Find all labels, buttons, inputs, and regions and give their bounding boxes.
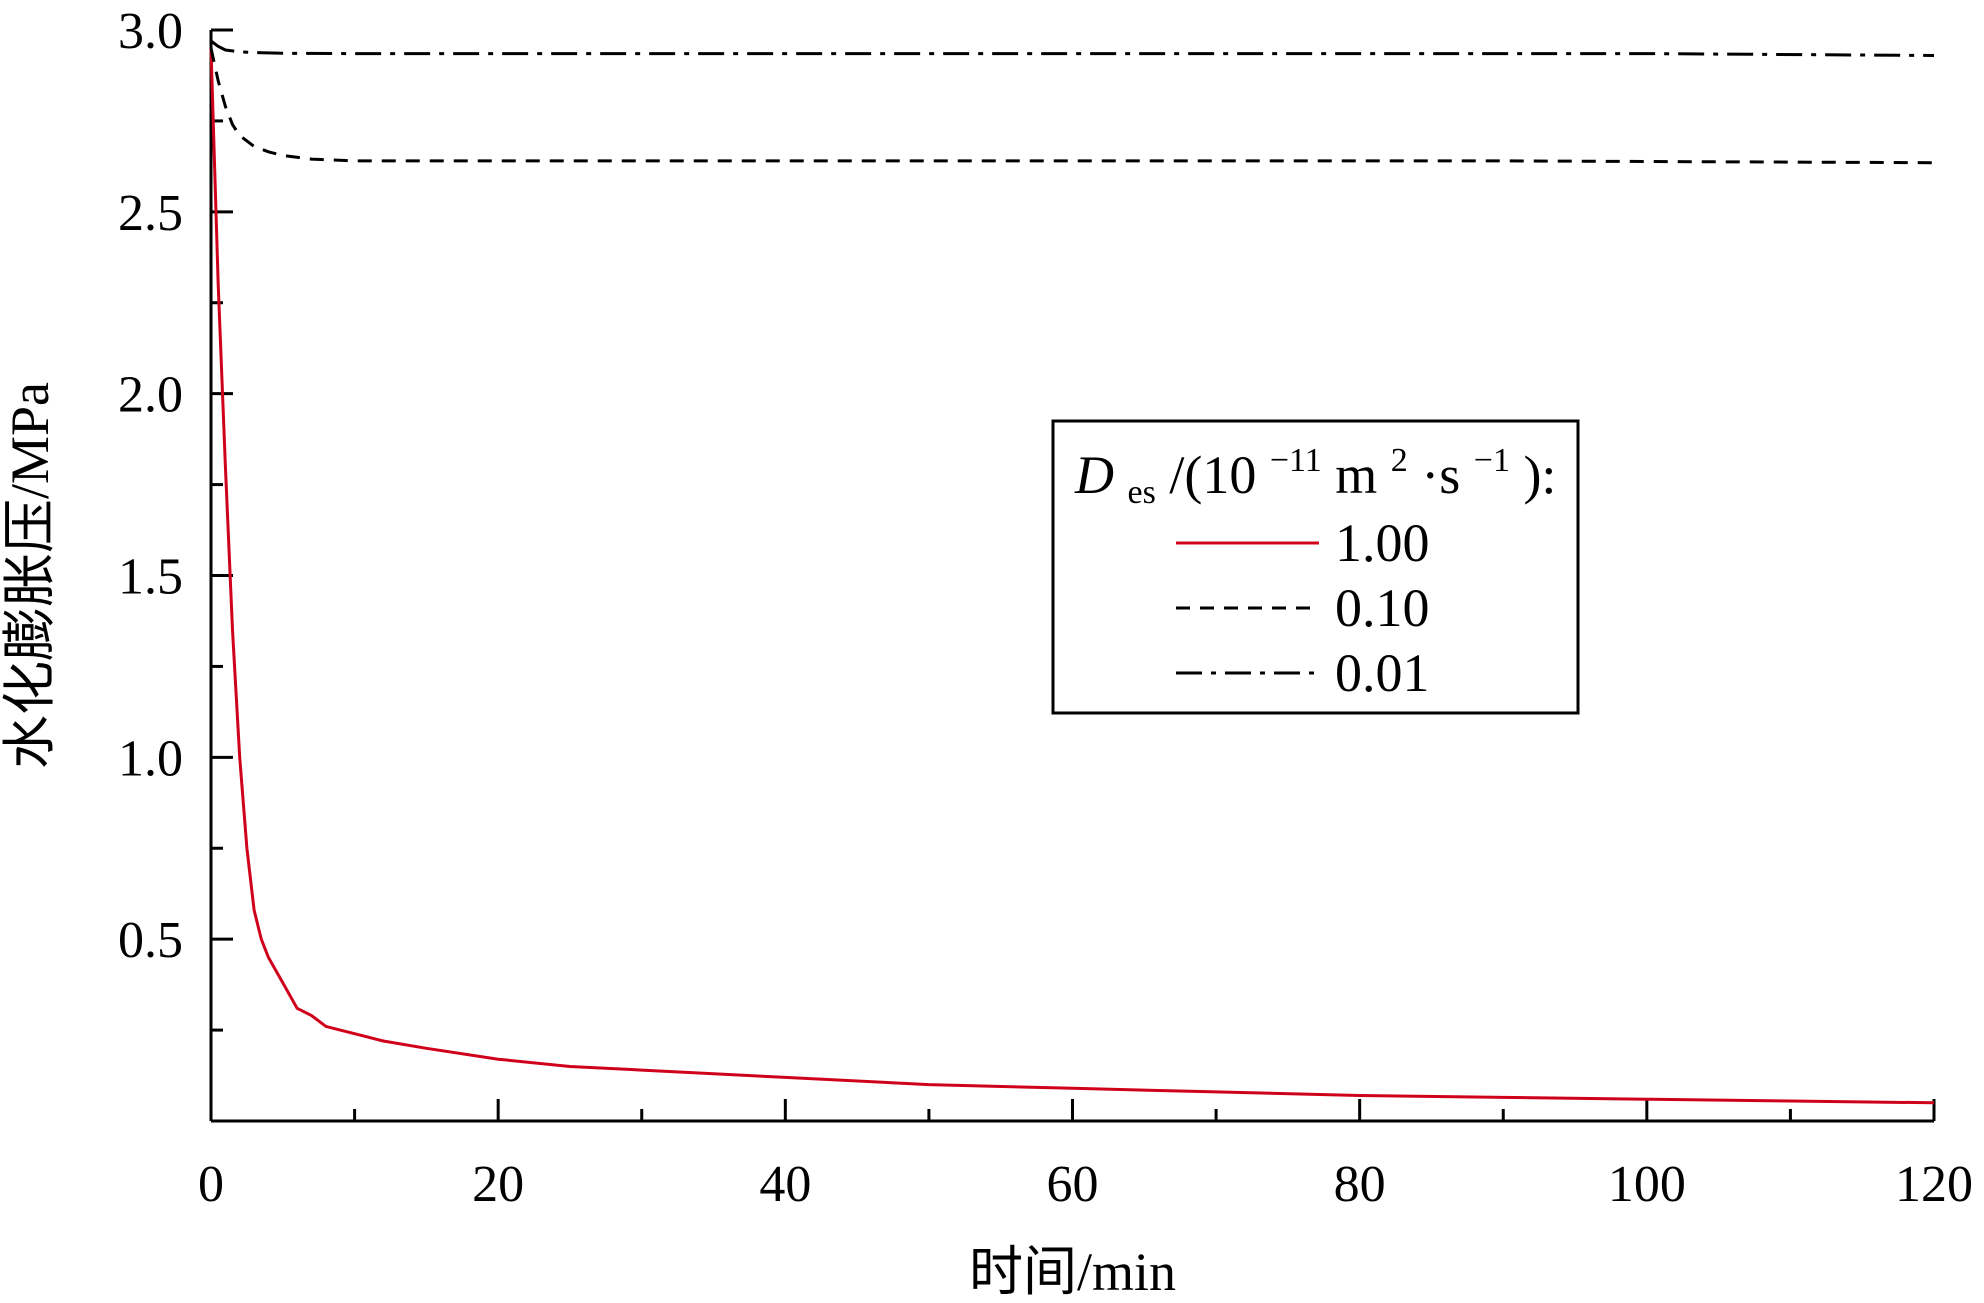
legend-title-unit-2: ·s [1421,445,1460,505]
legend-entries: 1.000.100.01 [1176,513,1430,703]
y-tick-label: 1.0 [118,730,183,787]
series-layer [209,39,1935,1105]
x-tick-label: 20 [472,1156,524,1213]
y-tick-label: 0.5 [118,912,183,969]
legend-title-unit-1: m [1335,445,1377,505]
y-tick-label: 1.5 [118,549,183,606]
plot-area: 0 20 40 60 80 100 120 0.5 1.0 1.5 2.0 2.5 3.0 [118,3,1973,1213]
series-line-2 [210,39,1935,57]
legend-title-exponent-3: −1 [1474,442,1510,479]
y-ticks: 0.5 1.0 1.5 2.0 2.5 3.0 [118,3,233,1032]
x-tick-label: 120 [1895,1156,1973,1213]
x-tick-label: 40 [759,1156,811,1213]
x-tick-label: 80 [1334,1156,1386,1213]
legend-title-prefix: /(10 [1169,445,1256,505]
series-line-0 [209,48,1935,1105]
legend-title-subscript: es [1128,474,1156,511]
legend-title-suffix: ): [1523,445,1556,505]
legend-title-exponent-1: −11 [1270,442,1322,479]
series-line-1 [209,47,1935,165]
y-tick-label: 2.0 [118,367,183,424]
legend-label-1: 0.10 [1335,578,1430,638]
y-axis-title: 水化膨胀压/MPa [0,382,60,769]
y-tick-label: 2.5 [118,185,183,242]
x-tick-label: 100 [1608,1156,1686,1213]
legend-title-symbol: D [1074,445,1114,505]
x-ticks: 0 20 40 60 80 100 120 [198,1099,1973,1213]
legend-title: D es /(10 −11 m 2 ·s −1 ): [1074,423,1556,515]
legend-label-0: 1.00 [1335,513,1430,573]
legend: D es /(10 −11 m 2 ·s −1 ): 1.000.100.01 [1051,419,1580,715]
legend-box [1051,419,1580,715]
legend-title-exponent-2: 2 [1391,442,1408,479]
x-axis-title: 时间/min [969,1242,1176,1302]
legend-label-2: 0.01 [1335,643,1430,703]
y-tick-label: 3.0 [118,3,183,60]
x-tick-label: 0 [198,1156,224,1213]
x-tick-label: 60 [1047,1156,1099,1213]
